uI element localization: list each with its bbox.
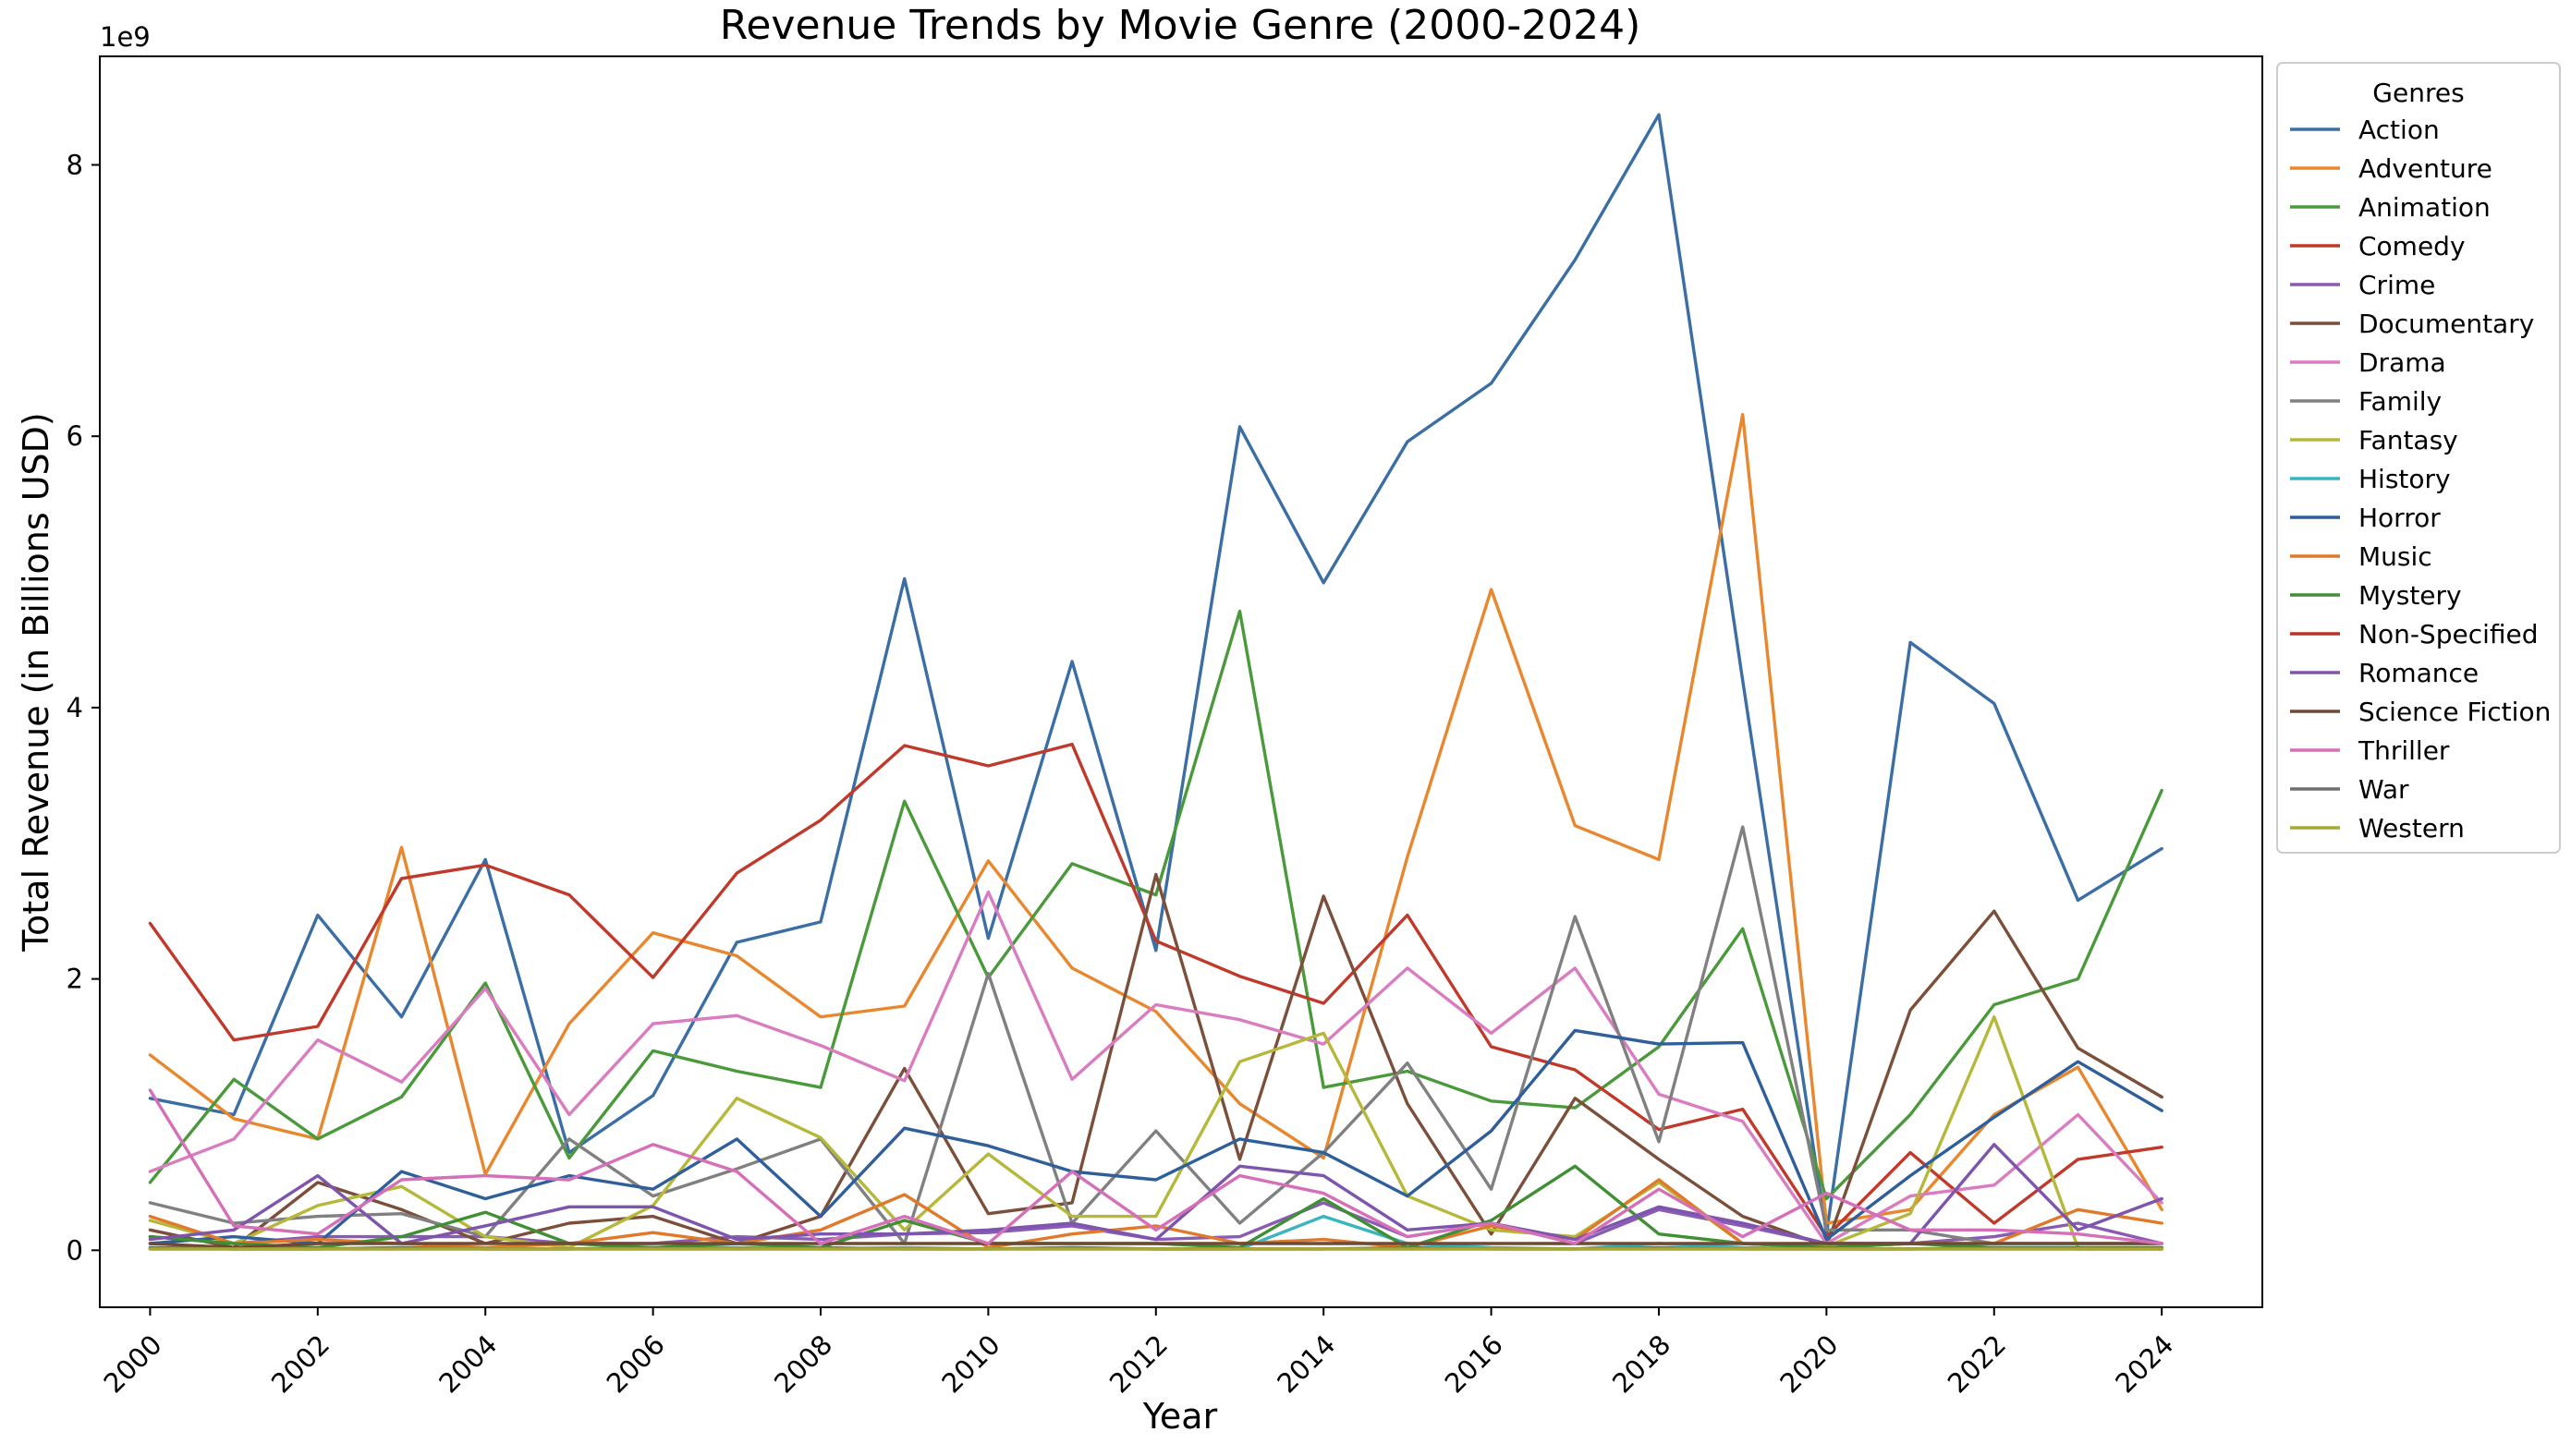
legend-entry: Documentary bbox=[2358, 309, 2534, 339]
y-tick-label: 8 bbox=[67, 149, 83, 180]
legend-entry: Drama bbox=[2358, 347, 2446, 378]
legend-title: Genres bbox=[2372, 78, 2464, 108]
legend-entry: Horror bbox=[2358, 503, 2441, 533]
legend-box bbox=[2276, 62, 2561, 854]
legend-entry: Family bbox=[2358, 386, 2442, 417]
series-line bbox=[148, 1028, 2163, 1245]
legend-entry: Crime bbox=[2358, 270, 2435, 300]
y-tick-label: 2 bbox=[67, 964, 83, 995]
legend-entry: Action bbox=[2358, 115, 2440, 145]
x-tick-label: 2002 bbox=[265, 1329, 335, 1399]
legend-entry: Non-Specified bbox=[2358, 619, 2539, 649]
chart-title: Revenue Trends by Movie Genre (2000-2024… bbox=[720, 2, 1641, 49]
x-tick-label: 2010 bbox=[935, 1329, 1005, 1399]
y-tick-label: 4 bbox=[67, 692, 83, 723]
x-axis-label: Year bbox=[1142, 1396, 1218, 1437]
y-tick-label: 0 bbox=[67, 1234, 83, 1266]
x-tick-label: 2000 bbox=[97, 1329, 167, 1399]
legend-entry: Romance bbox=[2358, 658, 2479, 688]
legend-entry: Music bbox=[2358, 541, 2432, 572]
legend-entry: Fantasy bbox=[2358, 425, 2458, 455]
y-tick-label: 6 bbox=[67, 420, 83, 452]
series-line bbox=[148, 413, 2163, 1225]
legend-entry: Mystery bbox=[2358, 580, 2462, 611]
legend-items: Action Adventure Animation Comedy Crime Docum… bbox=[2290, 115, 2551, 843]
series-line bbox=[148, 1088, 2163, 1245]
series-line bbox=[148, 872, 2163, 1250]
y-offset-label: 1e9 bbox=[100, 21, 151, 53]
series-line bbox=[148, 113, 2163, 1236]
legend-entry: Animation bbox=[2358, 192, 2491, 223]
x-tick-label: 2024 bbox=[2109, 1329, 2179, 1399]
legend-entry: Western bbox=[2358, 813, 2465, 843]
y-axis-label: Total Revenue (in Billions USD) bbox=[16, 412, 56, 952]
legend-entry: History bbox=[2358, 464, 2451, 494]
x-tick-label: 2014 bbox=[1271, 1329, 1341, 1399]
x-tick-label: 2022 bbox=[1942, 1329, 2012, 1399]
series-lines bbox=[148, 113, 2163, 1251]
series-line bbox=[148, 1242, 2163, 1250]
legend-entry: Science Fiction bbox=[2358, 697, 2551, 727]
x-tick-label: 2012 bbox=[1103, 1329, 1174, 1399]
series-line bbox=[148, 609, 2163, 1201]
legend: Genres Action Adventure Animation Comedy Cri… bbox=[2276, 62, 2561, 854]
x-tick-label: 2020 bbox=[1773, 1329, 1844, 1399]
x-tick-label: 2006 bbox=[601, 1329, 671, 1399]
x-tick-label: 2016 bbox=[1439, 1329, 1509, 1399]
x-tick-label: 2018 bbox=[1606, 1329, 1676, 1399]
legend-entry: Adventure bbox=[2358, 153, 2492, 184]
legend-entry: Thriller bbox=[2358, 735, 2450, 766]
x-tick-label: 2004 bbox=[433, 1329, 503, 1399]
plot-frame bbox=[99, 55, 2263, 1308]
legend-entry: Comedy bbox=[2358, 231, 2466, 261]
x-tick-label: 2008 bbox=[768, 1329, 838, 1399]
legend-entry: War bbox=[2358, 774, 2409, 805]
